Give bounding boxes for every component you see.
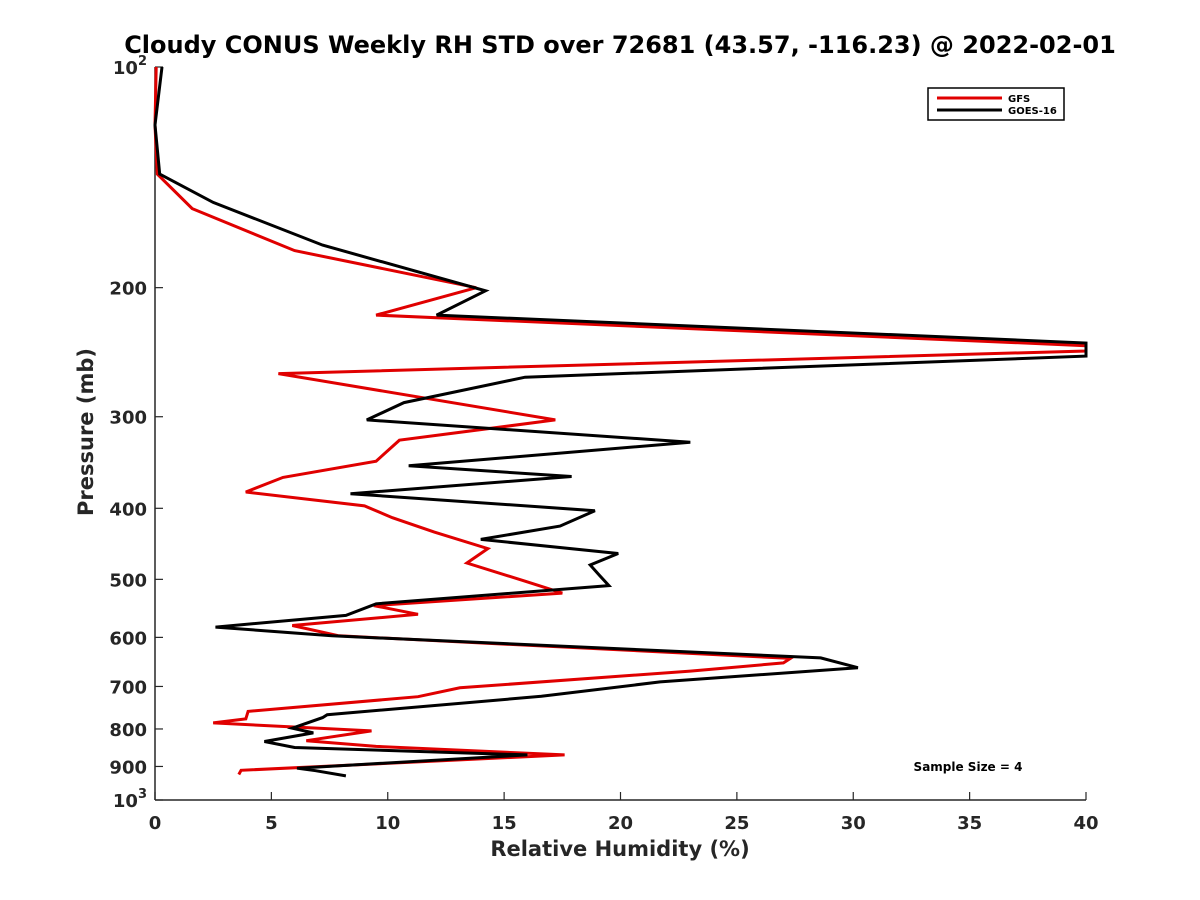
y-tick-label: 400: [109, 499, 147, 520]
chart-title: Cloudy CONUS Weekly RH STD over 72681 (4…: [124, 31, 1116, 59]
x-tick-label: 25: [724, 813, 749, 834]
sample-size-annotation: Sample Size = 4: [914, 760, 1023, 774]
y-tick-label: 800: [109, 720, 147, 741]
y-tick-label: 300: [109, 408, 147, 429]
legend-label-gfs: GFS: [1008, 94, 1030, 105]
series-line-goes-16: [153, 66, 1088, 778]
legend-label-goes-16: GOES-16: [1008, 106, 1057, 117]
legend-box: [927, 87, 1065, 121]
series-layer: [153, 66, 1088, 778]
x-tick-label: 10: [375, 813, 400, 834]
series-line-gfs: [153, 66, 1088, 776]
x-tick-label: 30: [841, 813, 866, 834]
x-tick-label: 15: [492, 813, 517, 834]
x-tick-label: 20: [608, 813, 633, 834]
axes: 0 5 10 15 20 25 30 35 40102200300400500600700800…: [109, 54, 1098, 834]
x-axis-label: Relative Humidity (%): [490, 837, 749, 861]
y-tick-label: 500: [109, 570, 147, 591]
x-tick-label: 40: [1073, 813, 1098, 834]
y-tick-label: 600: [109, 628, 147, 649]
x-tick-label: 35: [957, 813, 982, 834]
y-tick-label: 900: [109, 757, 147, 778]
x-tick-label: 5: [265, 813, 278, 834]
y-axis-label: Pressure (mb): [74, 348, 98, 516]
x-tick-label: 0: [149, 813, 162, 834]
y-tick-label: 200: [109, 279, 147, 300]
y-tick-label: 700: [109, 677, 147, 698]
